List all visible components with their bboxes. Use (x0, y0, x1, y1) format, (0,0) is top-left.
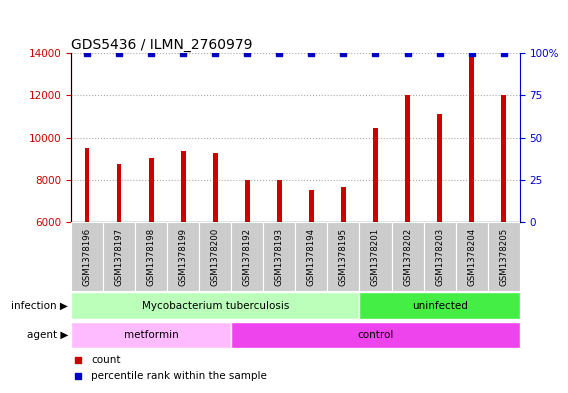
Bar (231, 222, 264, 291)
Text: GSM1378204: GSM1378204 (467, 228, 476, 286)
Bar (488, 222, 520, 291)
Text: uninfected: uninfected (412, 301, 467, 310)
Bar (469, 56, 474, 349)
Bar (231, 322, 520, 348)
Text: metformin: metformin (124, 330, 178, 340)
Text: infection ▶: infection ▶ (11, 301, 68, 310)
Bar (456, 222, 488, 291)
Bar (295, 222, 327, 291)
Bar (341, 187, 346, 349)
Bar (437, 114, 442, 349)
Bar (264, 222, 295, 291)
Bar (199, 222, 231, 291)
Text: GSM1378199: GSM1378199 (179, 228, 187, 286)
Bar (213, 153, 218, 349)
Bar (245, 180, 250, 349)
Text: agent ▶: agent ▶ (27, 330, 68, 340)
Bar (85, 148, 89, 349)
Bar (181, 151, 186, 349)
Bar (116, 164, 122, 349)
Bar (71, 222, 103, 291)
Text: percentile rank within the sample: percentile rank within the sample (91, 371, 267, 381)
Bar (327, 222, 360, 291)
Text: GSM1378200: GSM1378200 (211, 228, 220, 286)
Text: count: count (91, 354, 120, 365)
Text: GSM1378198: GSM1378198 (147, 228, 156, 286)
Text: GSM1378197: GSM1378197 (115, 228, 124, 286)
Text: control: control (357, 330, 394, 340)
Text: GSM1378201: GSM1378201 (371, 228, 380, 286)
Bar (71, 322, 231, 348)
Bar (167, 222, 199, 291)
Text: GSM1378202: GSM1378202 (403, 228, 412, 286)
Text: GSM1378205: GSM1378205 (499, 228, 508, 286)
Text: GDS5436 / ILMN_2760979: GDS5436 / ILMN_2760979 (71, 38, 253, 52)
Bar (502, 95, 506, 349)
Text: Mycobacterium tuberculosis: Mycobacterium tuberculosis (141, 301, 289, 310)
Bar (405, 95, 410, 349)
Bar (391, 222, 424, 291)
Text: GSM1378196: GSM1378196 (82, 228, 91, 286)
Bar (424, 222, 456, 291)
Text: GSM1378193: GSM1378193 (275, 228, 284, 286)
Bar (149, 158, 153, 349)
Text: GSM1378195: GSM1378195 (339, 228, 348, 286)
Bar (135, 222, 167, 291)
Bar (309, 190, 314, 349)
Text: GSM1378203: GSM1378203 (435, 228, 444, 286)
Bar (277, 180, 282, 349)
Bar (360, 222, 391, 291)
Bar (373, 128, 378, 349)
Bar (71, 292, 360, 319)
Text: GSM1378192: GSM1378192 (243, 228, 252, 286)
Bar (360, 292, 520, 319)
Bar (103, 222, 135, 291)
Text: GSM1378194: GSM1378194 (307, 228, 316, 286)
